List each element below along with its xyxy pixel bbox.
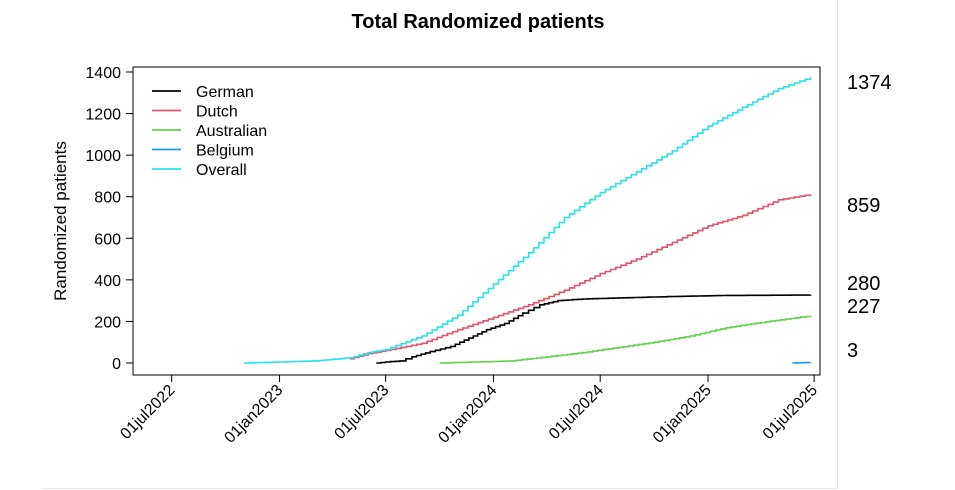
legend-label-overall: Overall: [196, 162, 247, 179]
side-label-overall: 1374: [847, 72, 892, 94]
chart-title: Total Randomized patients: [352, 11, 605, 33]
series-line-german: [376, 294, 812, 364]
y-tick-label: 0: [112, 356, 121, 373]
side-label-australian: 227: [847, 296, 881, 318]
legend-label-belgium: Belgium: [196, 143, 254, 160]
y-tick-label: 200: [94, 314, 121, 331]
x-tick-label: 01jan2025: [650, 382, 715, 447]
legend-label-german: German: [196, 84, 254, 101]
y-tick-label: 600: [94, 231, 121, 248]
series-line-australian: [439, 315, 812, 364]
x-tick-label: 01jul2024: [546, 382, 607, 443]
side-label-belgium: 3: [847, 340, 859, 362]
x-tick-label: 01jul2025: [760, 382, 821, 443]
y-tick-label: 400: [94, 273, 121, 290]
y-tick-label: 1200: [85, 107, 121, 124]
y-tick-label: 800: [94, 190, 121, 207]
plot-frame: [132, 66, 821, 376]
x-axis: 01jul2022 01jan2023 01jul2023 01jan2024 01ju…: [117, 375, 821, 447]
legend-label-dutch: Dutch: [196, 104, 238, 121]
series-line-overall: [243, 77, 812, 364]
y-axis-label: Randomized patients: [51, 141, 70, 301]
series-line-belgium: [792, 361, 812, 364]
side-label-dutch: 859: [847, 195, 881, 217]
y-tick-label: 1400: [85, 65, 121, 82]
x-tick-label: 01jan2024: [435, 382, 500, 447]
x-tick-label: 01jul2023: [331, 382, 392, 443]
series-layer: [243, 77, 812, 364]
x-tick-label: 01jan2023: [221, 382, 286, 447]
y-axis: 0 200 400 600 800 1000 1200 1400: [85, 65, 133, 373]
legend-label-australian: Australian: [196, 123, 267, 140]
side-label-german: 280: [847, 273, 881, 295]
y-tick-label: 1000: [85, 148, 121, 165]
legend: German Dutch Australian Belgium Overall: [152, 84, 267, 179]
series-line-dutch: [349, 194, 812, 360]
plot-panel: [42, 0, 838, 489]
x-tick-label: 01jul2022: [117, 382, 178, 443]
